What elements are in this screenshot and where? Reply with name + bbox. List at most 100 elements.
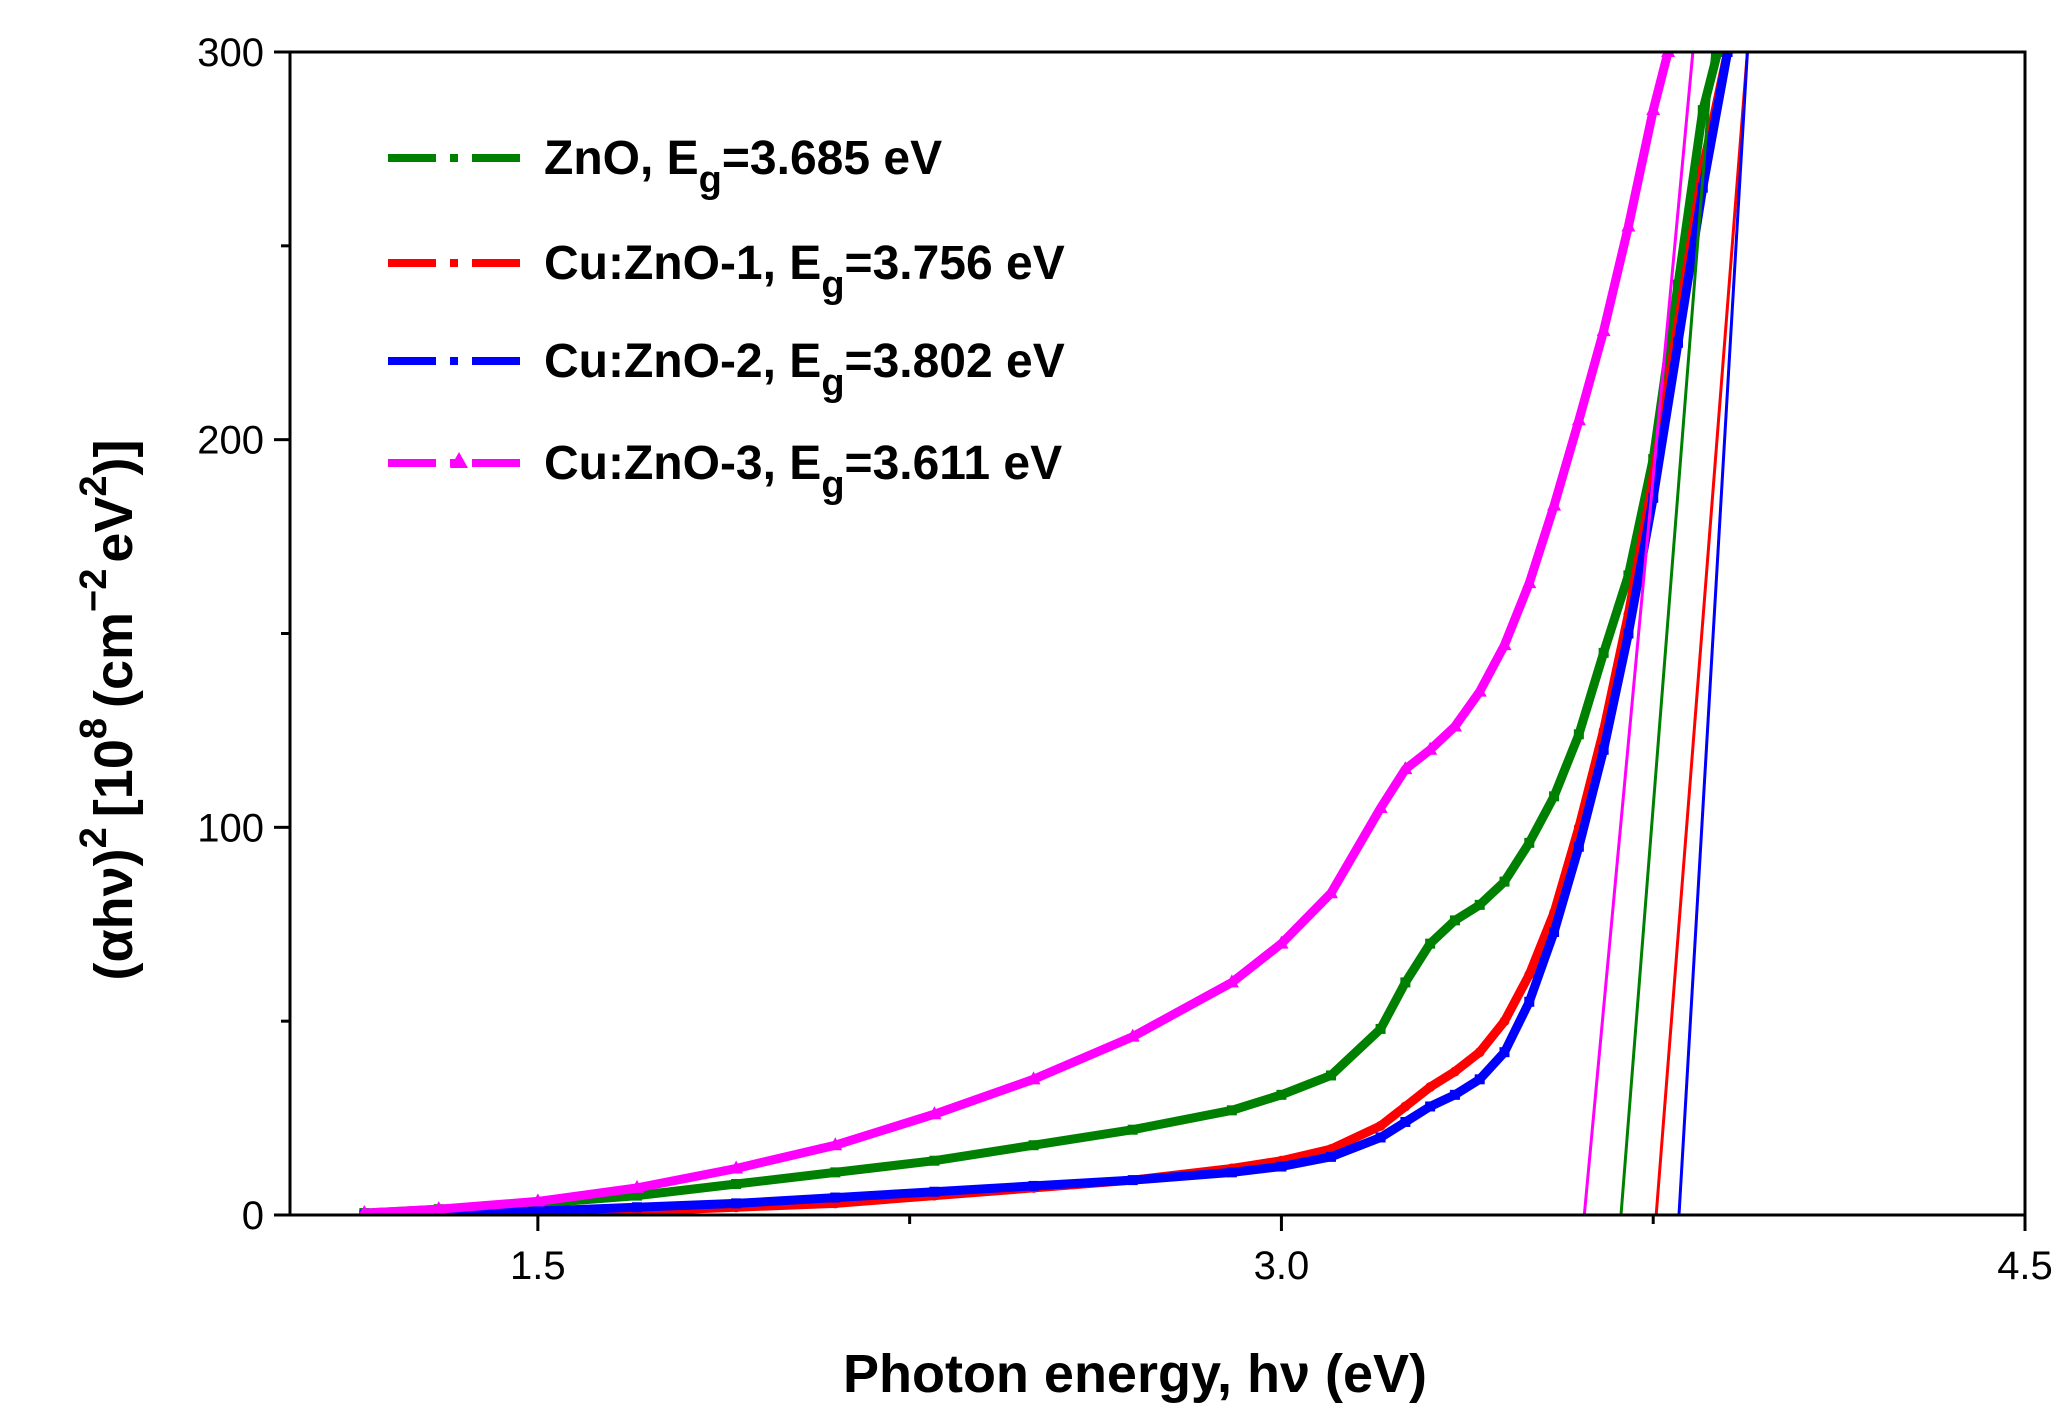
legend-label-cuzno-2-sub: g — [821, 362, 844, 404]
tangent-line-cu-zno-1 — [1656, 52, 1747, 1215]
data-point-cu-zno-3 — [1671, 25, 1685, 38]
y-axis-title-unit-ev-sup: 2 — [73, 475, 115, 496]
tangent-line-zno — [1621, 52, 1713, 1215]
data-point-cu-zno-2 — [1673, 338, 1683, 348]
data-point-cu-zno-1 — [1376, 1121, 1386, 1131]
data-point-zno — [1599, 648, 1609, 658]
series-line-zno — [364, 33, 1727, 1214]
legend-label-cuzno-3-prefix: Cu:ZnO-3, E — [544, 437, 821, 490]
series-line-cu-zno-2 — [364, 33, 1752, 1215]
data-point-cu-zno-2 — [1128, 1175, 1138, 1185]
legend-label-zno-suffix: =3.685 eV — [722, 132, 942, 185]
data-point-zno — [1227, 1105, 1237, 1115]
data-point-cu-zno-3 — [1681, 5, 1695, 18]
data-point-cu-zno-1 — [1747, 28, 1757, 38]
data-point-zno — [1376, 1024, 1386, 1034]
data-point-zno — [929, 1156, 939, 1166]
legend-entry-cuzno-2: Cu:ZnO-2, Eg=3.802 eV — [388, 335, 1065, 404]
legend-label-cuzno-3-sub: g — [821, 464, 844, 506]
data-point-cu-zno-2 — [1623, 629, 1633, 639]
tangent-line-cu-zno-3 — [1584, 52, 1693, 1215]
chart-svg: 1.5 3.0 4.5 0 100 200 300 Photon energy, hν (e… — [0, 0, 2072, 1423]
data-point-zno — [1549, 791, 1559, 801]
series-layer — [357, 5, 1757, 1220]
legend-entry-zno: ZnO, Eg=3.685 eV — [388, 132, 942, 201]
series-line-cu-zno-1 — [364, 33, 1752, 1215]
axes-layer — [290, 52, 2025, 1215]
data-point-zno — [731, 1179, 741, 1189]
y-axis-title-unit-ev: eV — [84, 497, 144, 563]
data-point-zno — [1450, 915, 1460, 925]
x-axis-title: Photon energy, hν (eV) — [843, 1344, 1427, 1404]
legend-label-cuzno-1: Cu:ZnO-1, Eg=3.756 eV — [544, 237, 1065, 306]
chart-container: 1.5 3.0 4.5 0 100 200 300 Photon energy, hν (e… — [0, 0, 2072, 1423]
data-point-zno — [1723, 28, 1733, 38]
y-axis-title-bracket-sup: 8 — [73, 718, 115, 739]
data-point-cu-zno-1 — [1500, 1016, 1510, 1026]
legend-label-zno-sub: g — [699, 159, 722, 201]
y-tick-label: 200 — [197, 419, 264, 463]
y-axis-title-unit-cm-sup: −2 — [73, 569, 115, 612]
data-point-cu-zno-2 — [1500, 1047, 1510, 1057]
y-axis-title-close: )] — [84, 439, 144, 475]
legend-label-zno: ZnO, Eg=3.685 eV — [544, 132, 942, 201]
data-point-cu-zno-2 — [1574, 842, 1584, 852]
data-point-cu-zno-2 — [1450, 1090, 1460, 1100]
data-point-cu-zno-1 — [1425, 1082, 1435, 1092]
x-tick-label: 1.5 — [510, 1244, 566, 1288]
plot-frame — [290, 52, 2025, 1215]
data-point-cu-zno-2 — [632, 1202, 642, 1212]
data-point-zno — [1276, 1090, 1286, 1100]
data-point-zno — [1326, 1070, 1336, 1080]
data-point-cu-zno-2 — [1524, 997, 1534, 1007]
data-point-zno — [1400, 977, 1410, 987]
legend-entry-cuzno-3: Cu:ZnO-3, Eg=3.611 eV — [388, 437, 1062, 506]
data-point-cu-zno-2 — [1376, 1132, 1386, 1142]
data-point-cu-zno-2 — [830, 1193, 840, 1203]
legend-label-cuzno-3-suffix: =3.611 eV — [845, 437, 1063, 490]
data-point-zno — [1500, 877, 1510, 887]
x-tick-label: 4.5 — [1997, 1244, 2053, 1288]
data-point-cu-zno-2 — [1326, 1152, 1336, 1162]
legend-label-cuzno-2: Cu:ZnO-2, Eg=3.802 eV — [544, 335, 1065, 404]
legend-label-cuzno-2-prefix: Cu:ZnO-2, E — [544, 335, 821, 388]
y-axis-title: (αhν)2[108(cm−2eV2)] — [73, 439, 144, 980]
data-point-cu-zno-2 — [1747, 28, 1757, 38]
y-tick-label: 300 — [197, 31, 264, 75]
legend-label-cuzno-1-sub: g — [821, 264, 844, 306]
data-point-cu-zno-1 — [1400, 1101, 1410, 1111]
data-point-zno — [1524, 838, 1534, 848]
data-point-cu-zno-1 — [1475, 1047, 1485, 1057]
data-point-cu-zno-2 — [1549, 927, 1559, 937]
y-tick-label: 0 — [242, 1194, 264, 1238]
legend-label-cuzno-1-prefix: Cu:ZnO-1, E — [544, 237, 821, 290]
data-point-cu-zno-2 — [1425, 1101, 1435, 1111]
data-point-zno — [1029, 1140, 1039, 1150]
data-point-zno — [1425, 939, 1435, 949]
legend: ZnO, Eg=3.685 eV Cu:ZnO-1, Eg=3.756 eV C… — [388, 132, 1065, 506]
legend-label-cuzno-1-suffix: =3.756 eV — [845, 237, 1065, 290]
y-axis-title-base-sup: 2 — [73, 827, 115, 848]
y-axis-title-bracket: [10 — [84, 739, 144, 817]
x-tick-label: 3.0 — [1254, 1244, 1310, 1288]
legend-label-cuzno-3: Cu:ZnO-3, Eg=3.611 eV — [544, 437, 1062, 506]
data-point-zno — [1475, 900, 1485, 910]
data-point-cu-zno-2 — [731, 1198, 741, 1208]
data-point-cu-zno-2 — [1599, 745, 1609, 755]
y-axis-title-base: (αhν) — [84, 848, 144, 980]
data-point-cu-zno-2 — [929, 1187, 939, 1197]
legend-entry-cuzno-1: Cu:ZnO-1, Eg=3.756 eV — [388, 237, 1065, 306]
data-point-cu-zno-2 — [1276, 1162, 1286, 1172]
legend-label-cuzno-2-suffix: =3.802 eV — [845, 335, 1065, 388]
data-point-zno — [830, 1167, 840, 1177]
legend-label-zno-prefix: ZnO, E — [544, 132, 699, 185]
data-point-cu-zno-2 — [1475, 1074, 1485, 1084]
data-point-cu-zno-1 — [1450, 1067, 1460, 1077]
ticks-layer: 1.5 3.0 4.5 0 100 200 300 — [197, 31, 2053, 1288]
data-point-cu-zno-2 — [1227, 1167, 1237, 1177]
data-point-cu-zno-2 — [1029, 1181, 1039, 1191]
data-point-zno — [1574, 729, 1584, 739]
data-point-zno — [1128, 1125, 1138, 1135]
data-point-zno — [1698, 105, 1708, 115]
y-tick-label: 100 — [197, 806, 264, 850]
